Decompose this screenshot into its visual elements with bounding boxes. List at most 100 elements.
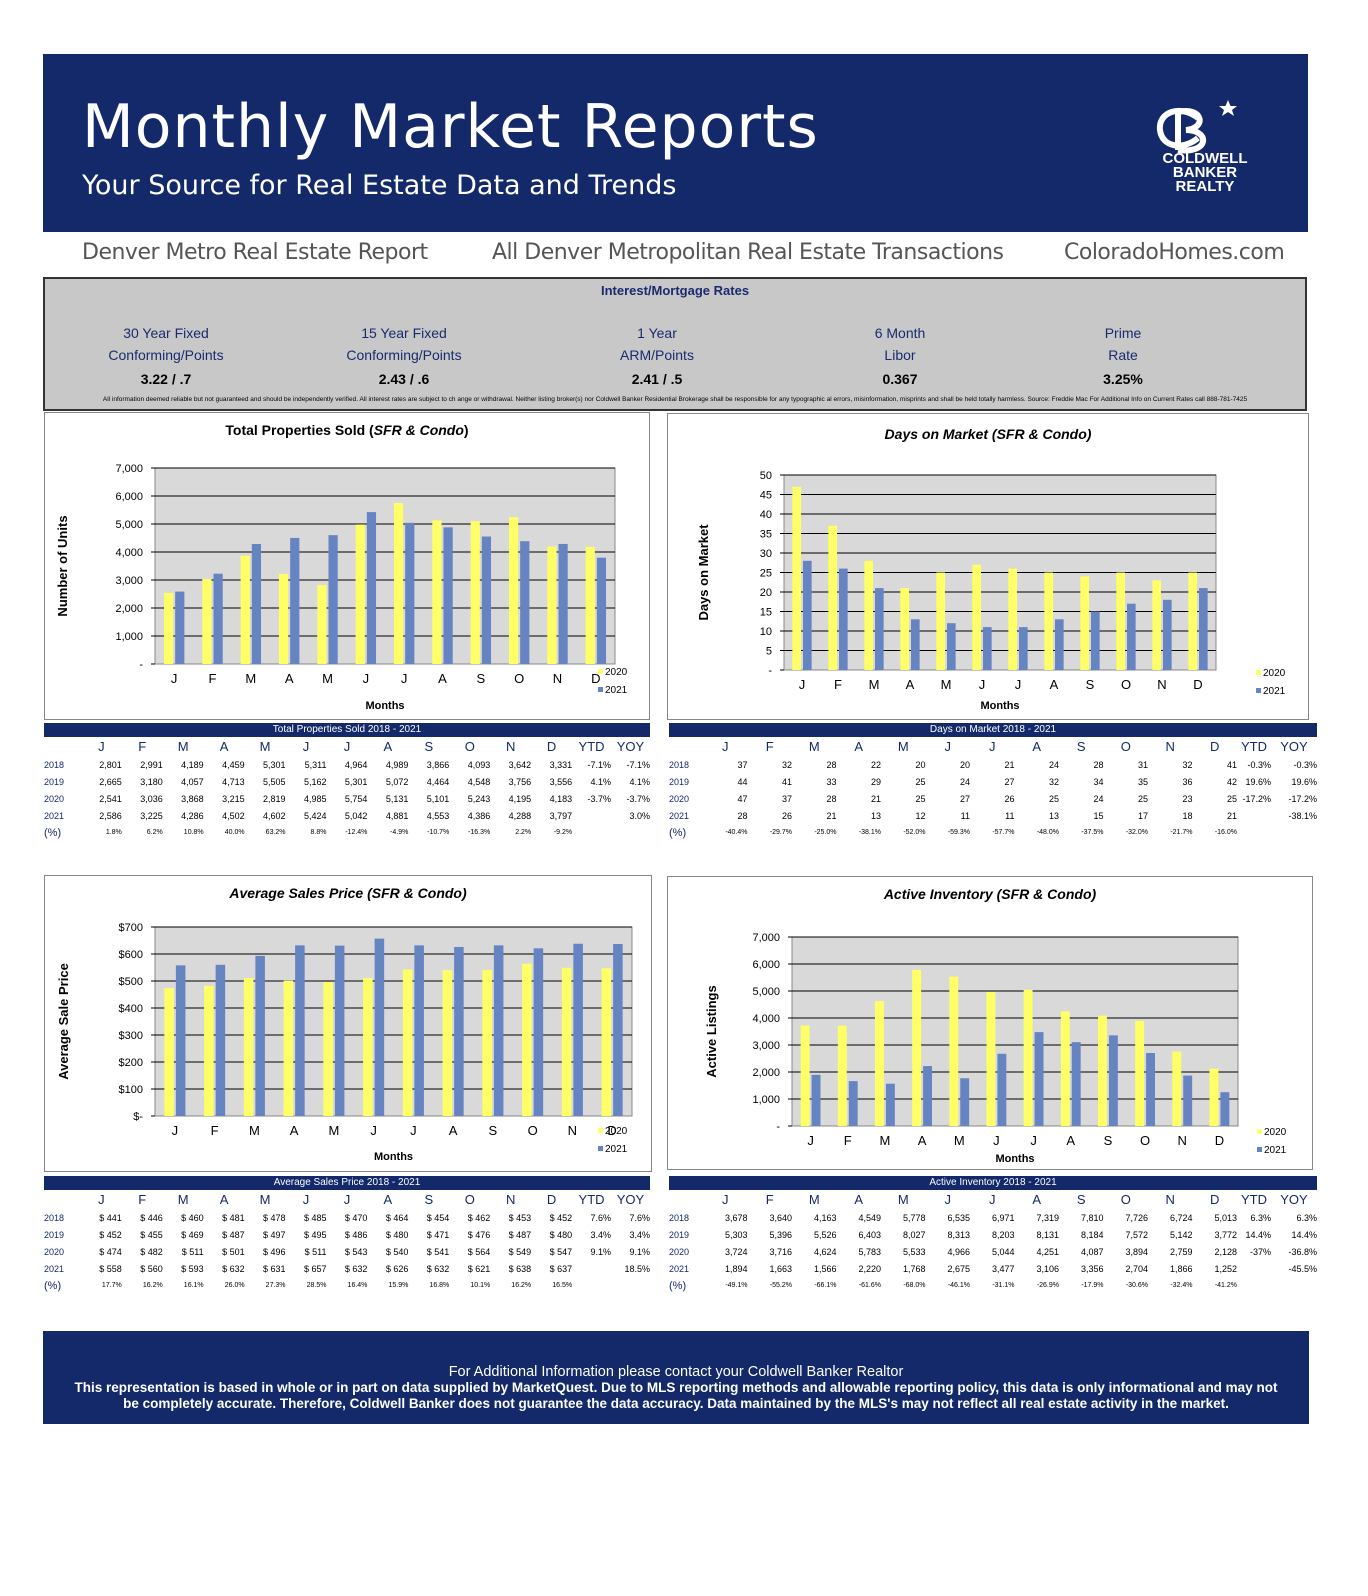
bar-2020	[986, 991, 996, 1126]
bar-2020	[204, 985, 214, 1116]
x-tick-label: A	[918, 1133, 927, 1148]
y-tick-label: -	[139, 659, 143, 671]
x-tick-label: A	[1066, 1133, 1075, 1148]
rate-libor: 6 Month Libor 0.367	[874, 325, 926, 387]
x-axis-label: Months	[995, 1153, 1034, 1165]
bar-2021	[443, 527, 453, 664]
table-header-cell: J	[989, 1192, 996, 1207]
x-tick-label: O	[514, 671, 524, 686]
table-header-cell: O	[1120, 1192, 1131, 1207]
x-tick-label: A	[1050, 677, 1059, 692]
legend-label: 2020	[1264, 1127, 1287, 1138]
bar-2020	[1060, 1011, 1070, 1126]
bar-2020	[585, 546, 595, 664]
table-row: 2019 44 41 33 29 25 24 27 32 34 35 36 42 19.6% 19.6%	[669, 776, 1317, 787]
bar-2020	[900, 588, 909, 670]
y-tick-label: 40	[760, 509, 772, 521]
header-banner	[43, 54, 1308, 232]
bar-2020	[393, 502, 404, 664]
table-header-cell: F	[765, 1192, 774, 1207]
table-header-cell: A	[383, 1192, 393, 1207]
table-header-cell: N	[505, 1192, 516, 1207]
table-row: 2018 2,801 2,991 4,189 4,459 5,301 5,311 4,964 4…	[44, 759, 650, 770]
bar-2020	[402, 969, 413, 1116]
chart-panel-price: Average Sales Price (SFR & Condo) $- $100 $…	[44, 875, 652, 1172]
bar-2021	[803, 560, 812, 670]
table-row: 2019 $ 452 $ 455 $ 469 $ 487 $ 497 $ 495 $ 486 $…	[44, 1229, 650, 1240]
table-header-cell: J	[343, 739, 351, 754]
page-subtitle: Your Source for Real Estate Data and Tre…	[82, 170, 677, 201]
rates-title: Interest/Mortgage Rates	[600, 283, 750, 298]
subheader-right[interactable]: ColoradoHomes.com	[1064, 240, 1285, 265]
x-tick-label: M	[879, 1133, 890, 1148]
footer-disclaimer: This representation is based in whole or…	[74, 1380, 1278, 1411]
x-tick-label: M	[249, 1123, 260, 1138]
legend-label: 2020	[605, 1126, 628, 1137]
table-dom-grid: J F M A M J J A S O N D YTD YOY 2018 37 32 28 22 20 20 21 24 28…	[669, 737, 1317, 841]
bar-2021	[1055, 619, 1064, 670]
table-header-cell: J	[944, 739, 952, 754]
x-tick-label: A	[906, 677, 915, 692]
x-tick-label: F	[209, 671, 217, 686]
bar-2021	[405, 522, 415, 664]
table-row: 2021 2,586 3,225 4,286 4,502 4,602 5,424 5,042 4…	[44, 810, 650, 821]
x-axis-label: Months	[365, 700, 404, 712]
plot-area	[791, 936, 1239, 1127]
x-axis-label: Months	[374, 1151, 413, 1163]
legend-label: 2021	[1263, 686, 1286, 697]
footer-title: For Additional Information please contac…	[448, 1364, 904, 1380]
rate-30yr: 30 Year Fixed Conforming/Points 3.22 / .7	[108, 325, 224, 387]
bar-2020	[243, 978, 254, 1116]
chart-price: Average Sales Price (SFR & Condo) $- $100 $…	[56, 885, 633, 1163]
chart-inventory: Active Inventory (SFR & Condo) - 1,000 2,00…	[704, 886, 1287, 1165]
bar-2021	[328, 535, 338, 664]
x-tick-label: J	[410, 1123, 417, 1138]
bar-2020	[323, 982, 333, 1116]
bar-2021	[596, 557, 607, 664]
table-header-cell: M	[177, 739, 189, 754]
legend-swatch	[598, 1146, 603, 1151]
bar-2020	[1172, 1051, 1182, 1126]
table-header-cell: M	[808, 1192, 820, 1207]
y-tick-label: 5	[766, 646, 772, 658]
y-tick-label: 2,000	[752, 1067, 780, 1079]
legend-label: 2021	[605, 1144, 628, 1155]
bar-2021	[175, 965, 186, 1116]
chart-title: Total Properties Sold (SFR & Condo)	[225, 422, 468, 438]
bar-2021	[947, 623, 956, 670]
table-row: 2021 1,894 1,663 1,566 2,220 1,768 2,675 3,477 3…	[669, 1263, 1317, 1274]
bar-2021	[1071, 1042, 1081, 1126]
x-tick-label: S	[1104, 1133, 1113, 1148]
cb-monogram-icon	[1156, 100, 1237, 154]
x-tick-label: J	[1015, 677, 1022, 692]
table-header-cell: M	[259, 1192, 271, 1207]
x-tick-label: O	[1140, 1133, 1150, 1148]
table-header-cell: J	[343, 1192, 351, 1207]
bar-2020	[547, 546, 557, 664]
plot-area	[154, 467, 616, 665]
bar-2020	[864, 560, 873, 670]
chart-sold: Total Properties Sold (SFR & Condo) - 1,00…	[55, 422, 628, 712]
bar-2021	[481, 536, 492, 664]
bar-2021	[997, 1053, 1007, 1126]
table-header-cell: N	[505, 739, 516, 754]
table-price: Average Sales Price 2018 - 2021 J F M A M J J A…	[44, 1176, 650, 1294]
bar-2020	[837, 1025, 847, 1126]
bar-2020	[1188, 572, 1197, 670]
bar-2021	[295, 945, 305, 1116]
table-header-cell: F	[138, 1192, 147, 1207]
bar-2020	[240, 555, 250, 664]
y-tick-label: $700	[119, 922, 143, 934]
y-tick-label: 2,000	[115, 603, 143, 615]
table-header-cell: S	[424, 1192, 434, 1207]
chart-panel-dom: Days on Market (SFR & Condo) - 5 10 15 20 25 30…	[667, 413, 1309, 720]
legend-label: 2020	[605, 667, 628, 678]
bar-2021	[213, 573, 223, 664]
bar-2020	[1116, 572, 1125, 670]
bar-2021	[811, 1074, 821, 1126]
x-tick-label: M	[328, 1123, 339, 1138]
table-header-cell: F	[138, 739, 147, 754]
bar-2020	[1135, 1020, 1145, 1126]
table-pct-row: (%) 1.8% 6.2% 10.8% 40.0% 63.2% 8.8% -12.4% -4.9…	[44, 826, 573, 839]
bar-2020	[363, 978, 373, 1116]
